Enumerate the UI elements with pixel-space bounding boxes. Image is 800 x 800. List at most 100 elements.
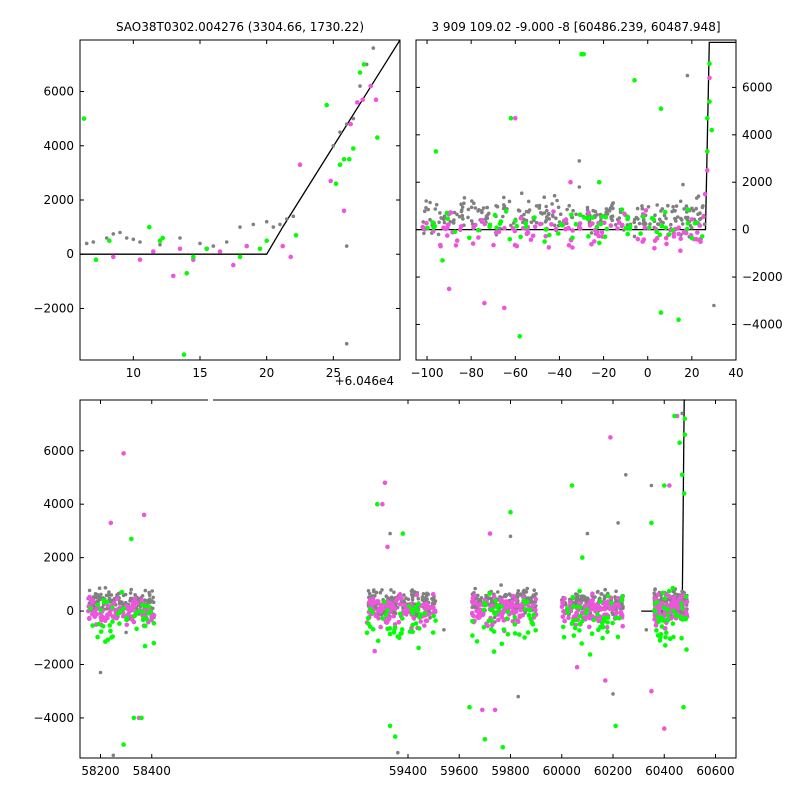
magenta-point [141,512,147,518]
green-point [444,210,450,216]
green-point [333,181,339,186]
gray-point [147,590,151,595]
gray-point [604,207,609,211]
y-tick-label: −2000 [742,270,783,284]
gray-point [537,206,542,210]
magenta-point [496,229,502,235]
magenta-point [385,544,390,550]
top-left-model-line [80,39,401,255]
gray-point [118,230,122,235]
green-point [133,611,139,617]
green-point [370,610,376,615]
green-point [679,636,684,641]
green-point [677,440,682,446]
magenta-point [445,233,450,238]
gray-point [224,240,229,244]
gray-point [475,596,479,601]
green-point [98,608,103,613]
gray-point [428,217,432,222]
gray-point [380,588,384,592]
magenta-point [502,225,507,231]
magenta-point [403,611,409,617]
magenta-point [707,75,712,81]
x-tick-label: 20 [259,366,274,380]
magenta-point [590,591,595,596]
magenta-point [124,622,130,628]
green-point [662,209,668,215]
green-point [470,633,475,638]
magenta-point [438,242,443,248]
green-point [672,413,677,419]
magenta-point [517,614,523,620]
magenta-point [694,237,699,242]
magenta-point [568,179,573,185]
green-point [140,617,146,623]
green-point [615,634,621,640]
green-point [657,232,663,238]
magenta-point [676,231,681,237]
green-point [676,317,681,323]
green-point [337,162,343,167]
green-point [638,231,643,236]
magenta-point [121,451,126,456]
gray-point [632,234,637,239]
magenta-point [418,619,424,624]
green-point [600,214,605,219]
magenta-point [422,623,427,628]
magenta-point [616,220,622,225]
green-point [651,217,656,222]
gray-point [433,599,438,603]
green-point [662,596,668,601]
gray-point [589,231,594,235]
magenta-point [681,230,687,235]
magenta-point [649,688,654,694]
magenta-point [537,221,543,227]
green-point [151,621,157,626]
gray-point [614,589,618,594]
magenta-point [446,286,452,292]
magenta-point [515,619,521,624]
gray-point [515,591,520,596]
green-point [667,636,673,641]
magenta-point [671,234,677,239]
green-point [660,590,666,596]
green-point [590,215,596,220]
green-point [499,641,505,647]
x-tick-label: 60200 [594,764,632,778]
green-point [425,225,430,231]
gray-point [87,588,92,593]
gray-point [278,222,282,227]
gray-point [436,232,441,237]
green-point [110,605,115,610]
gray-point [501,206,506,211]
green-point [570,235,575,241]
magenta-point [297,162,303,167]
gray-point [158,242,162,247]
magenta-point [635,236,641,242]
green-point [514,223,520,229]
gray-point [378,590,383,595]
magenta-point [477,611,483,617]
gray-point [471,604,476,609]
y-tick-label: 6000 [43,85,74,99]
green-point [662,483,667,488]
green-point [487,591,493,596]
gray-point [284,217,289,221]
magenta-point [566,243,572,248]
green-point [640,214,646,219]
gray-point [547,217,552,221]
bottom-ticks: 58200 58400 59400 59600 59800 60000 60200 60400… [33,400,736,778]
gray-point [643,221,648,226]
green-point [416,601,421,607]
magenta-point [562,596,567,601]
gray-point [424,199,429,203]
green-point [678,614,684,620]
gray-point [694,206,698,211]
green-point [148,609,154,615]
gray-point [421,592,426,596]
green-point [577,628,582,633]
gray-point [469,219,474,223]
gray-point [537,203,542,208]
green-point [517,632,522,637]
magenta-point [392,606,398,611]
